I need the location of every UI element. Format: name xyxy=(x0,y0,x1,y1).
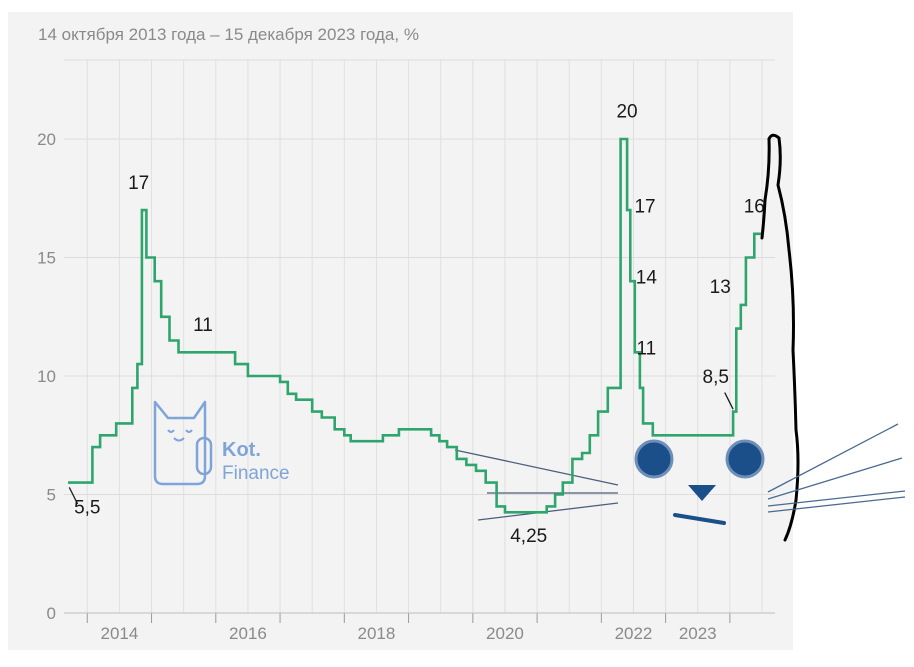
logo-suffix: Finance xyxy=(222,463,290,484)
data-label: 13 xyxy=(710,277,731,298)
x-tick-label: 2018 xyxy=(358,624,396,643)
data-label: 8,5 xyxy=(703,367,729,388)
series-layer xyxy=(68,137,762,514)
nose-icon xyxy=(688,485,716,501)
ear-outline-icon xyxy=(767,133,800,542)
drawn-line xyxy=(454,449,619,486)
data-label: 17 xyxy=(128,173,149,194)
y-tick-label: 5 xyxy=(47,486,56,505)
x-tick-label: 2014 xyxy=(100,624,138,643)
cat-face-doodle xyxy=(634,133,906,542)
x-tick-label: 2016 xyxy=(229,624,267,643)
chart-subtitle: 14 октября 2013 года – 15 декабря 2023 г… xyxy=(38,25,419,44)
x-tick-label: 2023 xyxy=(679,624,717,643)
y-axis: 0 5 10 15 20 xyxy=(37,130,56,623)
x-tick-label: 2022 xyxy=(615,624,653,643)
cat-logo-icon xyxy=(153,400,207,486)
right-whisker xyxy=(767,423,899,493)
leader-line xyxy=(68,487,79,505)
left-eye-icon xyxy=(634,439,674,479)
data-label: 11 xyxy=(193,315,213,336)
right-whisker xyxy=(767,496,906,513)
data-label: 11 xyxy=(636,339,656,360)
y-tick-label: 0 xyxy=(47,604,56,623)
y-tick-label: 20 xyxy=(37,130,56,149)
cat-face-icon xyxy=(167,429,193,442)
y-tick-label: 10 xyxy=(37,367,56,386)
right-eye-icon xyxy=(725,439,765,479)
cat-paw-icon xyxy=(195,436,213,476)
data-label: 20 xyxy=(616,102,637,123)
chart-background xyxy=(8,12,793,650)
data-label: 4,25 xyxy=(510,526,547,547)
key-rate-line xyxy=(68,137,762,514)
y-tick-label: 15 xyxy=(37,249,56,268)
right-whisker xyxy=(767,457,903,500)
data-label: 17 xyxy=(634,196,655,217)
grid xyxy=(64,59,775,623)
kot-finance-logo: Kot. Finance xyxy=(153,400,290,486)
data-label: 5,5 xyxy=(74,497,100,518)
x-tick-label: 2020 xyxy=(486,624,524,643)
logo-name: Kot. xyxy=(222,439,261,461)
data-label: 14 xyxy=(636,268,658,289)
annotations: 5,5 17 11 4,25 20 17 14 11 8,5 13 16 xyxy=(68,102,765,547)
x-axis: 2014 2016 2018 2020 2022 2023 xyxy=(100,624,716,643)
data-label: 16 xyxy=(744,196,765,217)
ear-inner-icon xyxy=(760,137,771,240)
right-whisker xyxy=(767,490,906,507)
leader-line xyxy=(724,392,734,410)
mouth-icon xyxy=(673,513,726,525)
